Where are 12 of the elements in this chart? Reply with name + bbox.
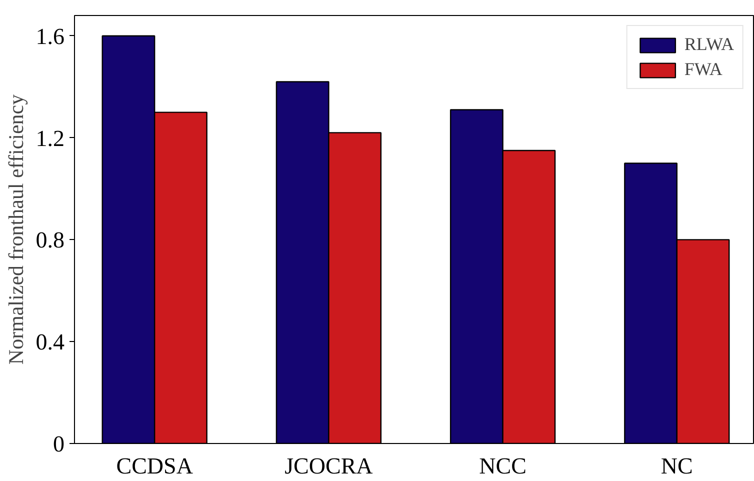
y-tick-label: 0.4: [36, 330, 65, 355]
legend-label: FWA: [684, 59, 722, 80]
y-tick-label: 0: [53, 432, 64, 456]
y-tick-label: 0.8: [36, 228, 64, 253]
x-tick-label: CCDSA: [116, 454, 194, 478]
y-tick-label: 1.2: [36, 126, 64, 151]
x-tick-label: NCC: [479, 454, 526, 478]
x-tick-label: NC: [660, 454, 693, 478]
y-tick-label: 1.6: [36, 24, 64, 49]
y-axis-title: Normalized fronthaul efficiency: [4, 94, 28, 365]
x-tick-label: JCOCRA: [284, 454, 374, 478]
legend-label: RLWA: [684, 34, 734, 55]
